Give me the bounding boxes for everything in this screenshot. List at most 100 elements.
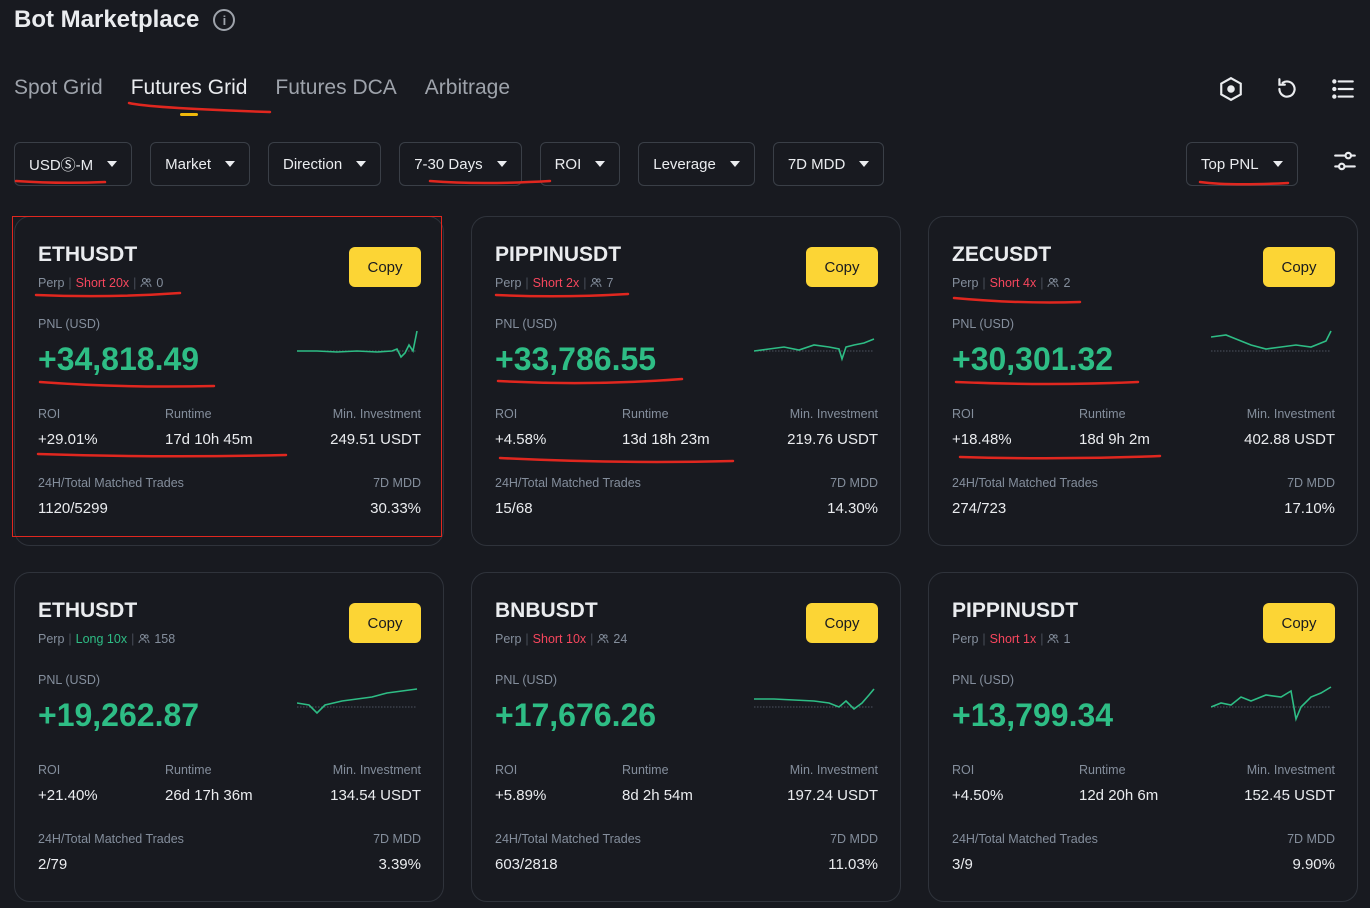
- tab-futures-dca[interactable]: Futures DCA: [275, 76, 397, 99]
- runtime-label: Runtime: [1079, 407, 1126, 421]
- filter-label: 7-30 Days: [414, 155, 483, 173]
- pnl-label: PNL (USD): [952, 317, 1015, 331]
- bot-card[interactable]: ZECUSDT Perp | Short 4x | 2 Copy PNL (US…: [928, 216, 1358, 546]
- chevron-down-icon: [356, 161, 367, 167]
- users-icon: [140, 278, 152, 288]
- market-type-label: Perp: [38, 276, 65, 290]
- pnl-label: PNL (USD): [952, 673, 1015, 687]
- min-investment-label: Min. Investment: [789, 407, 878, 421]
- direction-leverage: Long 10x: [75, 632, 128, 646]
- mdd-label: 7D MDD: [830, 832, 878, 846]
- pnl-sparkline: [1211, 686, 1332, 722]
- card-symbol: PIPPINUSDT: [952, 599, 1079, 622]
- card-symbol: ETHUSDT: [38, 599, 138, 622]
- mdd-value: 17.10%: [1284, 500, 1335, 517]
- filter-7d-mdd[interactable]: 7D MDD: [772, 142, 885, 186]
- roi-label: ROI: [952, 407, 975, 421]
- users-icon: [590, 278, 602, 288]
- chevron-down-icon: [729, 161, 740, 167]
- filter-leverage[interactable]: Leverage: [638, 142, 755, 186]
- tab-futures-grid[interactable]: Futures Grid: [131, 76, 248, 110]
- runtime-label: Runtime: [165, 763, 212, 777]
- info-icon[interactable]: i: [213, 9, 236, 31]
- copy-button[interactable]: Copy: [806, 247, 878, 287]
- bot-card[interactable]: PIPPINUSDT Perp | Short 2x | 7 Copy PNL …: [471, 216, 901, 546]
- filter-label: 7D MDD: [787, 155, 846, 173]
- min-investment-label: Min. Investment: [1246, 407, 1335, 421]
- filter-bar: USDⓈ-M Market Direction 7-30 Days ROI Le…: [14, 142, 885, 186]
- page-header: Bot Marketplace i: [14, 6, 236, 34]
- card-meta: Perp | Short 4x | 2: [952, 276, 1070, 290]
- runtime-value: 12d 20h 6m: [1079, 787, 1159, 804]
- runtime-label: Runtime: [165, 407, 212, 421]
- runtime-value: 18d 9h 2m: [1079, 431, 1150, 448]
- pnl-value: +30,301.32: [952, 341, 1114, 377]
- sort-dropdown[interactable]: Top PNL: [1186, 142, 1298, 186]
- separator: |: [1040, 632, 1044, 646]
- mdd-label: 7D MDD: [1287, 832, 1335, 846]
- roi-value: +29.01%: [38, 431, 98, 448]
- chevron-down-icon: [859, 161, 870, 167]
- trades-value: 274/723: [952, 500, 1007, 517]
- trades-label: 24H/Total Matched Trades: [38, 832, 184, 846]
- filter-label: Leverage: [653, 155, 716, 173]
- market-type-label: Perp: [495, 632, 522, 646]
- mdd-value: 30.33%: [370, 500, 421, 517]
- bot-type-tabs: Spot Grid Futures Grid Futures DCA Arbit…: [14, 76, 510, 110]
- card-symbol: ZECUSDT: [952, 243, 1052, 266]
- separator: |: [583, 276, 587, 290]
- card-meta: Perp | Short 10x | 24: [495, 632, 627, 646]
- copy-button[interactable]: Copy: [349, 247, 421, 287]
- pnl-value: +17,676.26: [495, 697, 657, 733]
- bot-card[interactable]: ETHUSDT Perp | Long 10x | 158 Copy PNL (…: [14, 572, 444, 902]
- trades-label: 24H/Total Matched Trades: [952, 476, 1098, 490]
- copy-button[interactable]: Copy: [806, 603, 878, 643]
- card-meta: Perp | Short 1x | 1: [952, 632, 1070, 646]
- filter-period[interactable]: 7-30 Days: [399, 142, 522, 186]
- bot-card[interactable]: ETHUSDT Perp | Short 20x | 0 Copy PNL (U…: [14, 216, 444, 546]
- pnl-sparkline: [1211, 330, 1332, 352]
- filter-market[interactable]: Market: [150, 142, 251, 186]
- min-investment-label: Min. Investment: [789, 763, 878, 777]
- pnl-label: PNL (USD): [38, 673, 101, 687]
- roi-value: +18.48%: [952, 431, 1012, 448]
- mdd-value: 14.30%: [827, 500, 878, 517]
- trades-label: 24H/Total Matched Trades: [952, 832, 1098, 846]
- pnl-label: PNL (USD): [38, 317, 101, 331]
- mdd-label: 7D MDD: [373, 476, 421, 490]
- pnl-label: PNL (USD): [495, 317, 558, 331]
- tab-arbitrage[interactable]: Arbitrage: [424, 76, 511, 99]
- users-icon: [138, 634, 150, 644]
- mdd-value: 11.03%: [828, 856, 878, 873]
- bot-card[interactable]: BNBUSDT Perp | Short 10x | 24 Copy PNL (…: [471, 572, 901, 902]
- tab-spot-grid[interactable]: Spot Grid: [14, 76, 103, 99]
- min-investment-value: 402.88 USDT: [1244, 431, 1335, 448]
- pnl-sparkline: [754, 688, 875, 711]
- card-meta: Perp | Long 10x | 158: [38, 632, 175, 646]
- min-investment-value: 152.45 USDT: [1244, 787, 1335, 804]
- pnl-sparkline: [297, 688, 418, 715]
- refresh-icon[interactable]: [1274, 76, 1300, 102]
- sort-label: Top PNL: [1201, 155, 1259, 173]
- users-icon: [1047, 634, 1059, 644]
- direction-leverage: Short 10x: [532, 632, 587, 646]
- bot-card[interactable]: PIPPINUSDT Perp | Short 1x | 1 Copy PNL …: [928, 572, 1358, 902]
- copy-button[interactable]: Copy: [1263, 247, 1335, 287]
- pnl-value: +34,818.49: [38, 341, 200, 377]
- filter-direction[interactable]: Direction: [268, 142, 382, 186]
- copy-button[interactable]: Copy: [1263, 603, 1335, 643]
- filter-roi[interactable]: ROI: [539, 142, 621, 186]
- roi-label: ROI: [38, 407, 61, 421]
- filter-margin-type[interactable]: USDⓈ-M: [14, 142, 133, 186]
- copier-count: 158: [154, 632, 176, 646]
- roi-value: +5.89%: [495, 787, 547, 804]
- card-symbol: BNBUSDT: [495, 599, 598, 622]
- min-investment-value: 197.24 USDT: [787, 787, 878, 804]
- trades-label: 24H/Total Matched Trades: [38, 476, 184, 490]
- sliders-icon[interactable]: [1332, 148, 1358, 174]
- roi-label: ROI: [495, 407, 518, 421]
- hexagon-target-icon[interactable]: [1218, 76, 1244, 102]
- list-icon[interactable]: [1330, 76, 1356, 102]
- copy-button[interactable]: Copy: [349, 603, 421, 643]
- direction-leverage: Short 4x: [989, 276, 1037, 290]
